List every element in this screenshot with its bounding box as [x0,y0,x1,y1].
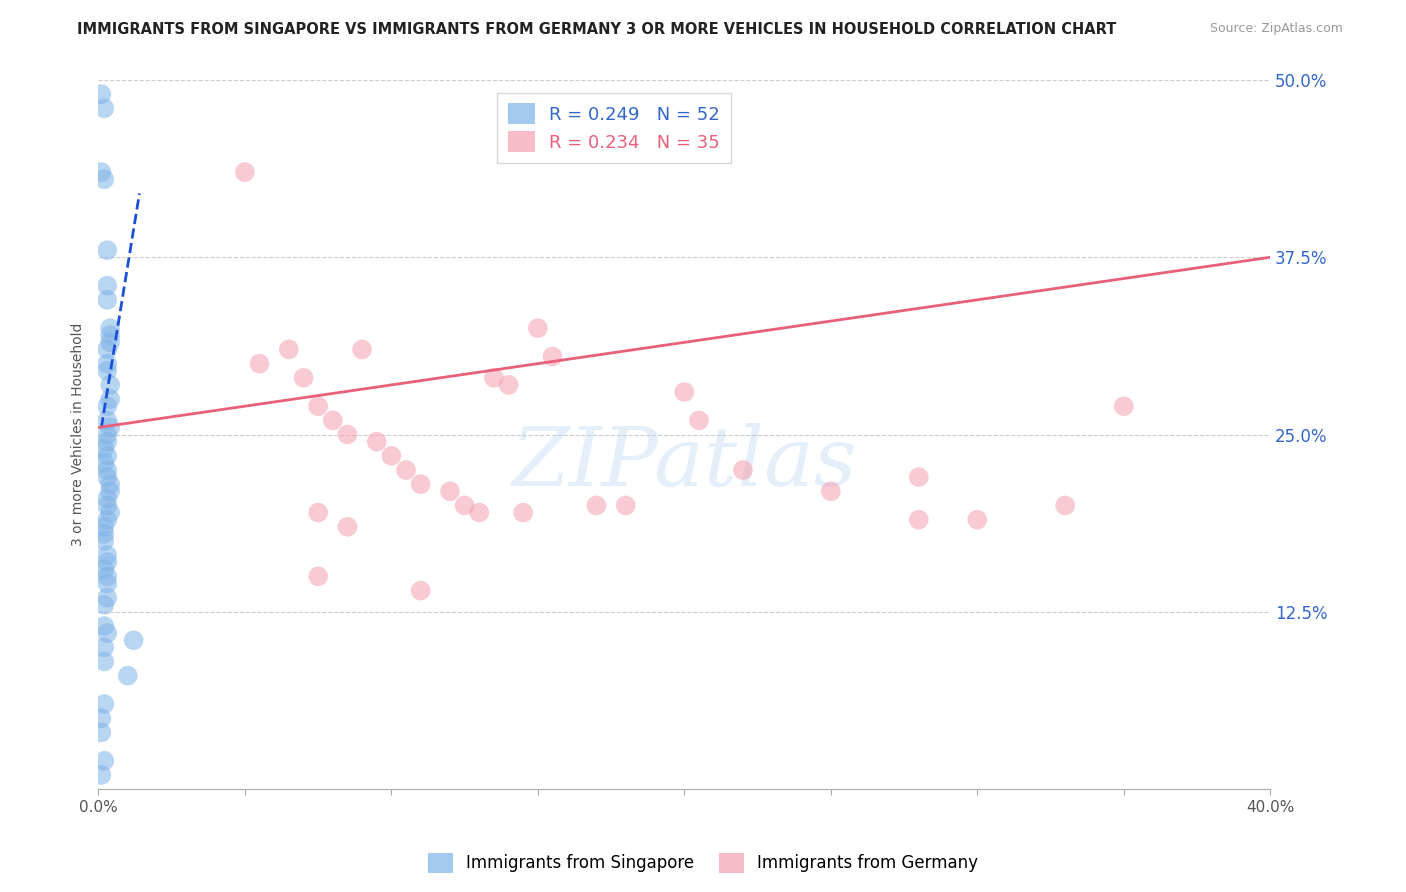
Point [366,434,388,449]
Point [98,321,121,335]
Point [352,343,374,357]
Y-axis label: 3 or more Vehicles in Household: 3 or more Vehicles in Household [72,323,86,546]
Point [96,449,118,463]
Point [96,293,118,307]
Point [117,668,139,682]
Point [93,754,115,768]
Point [468,506,491,520]
Point [93,598,115,612]
Point [93,526,115,541]
Point [96,463,118,477]
Point [380,449,402,463]
Point [907,513,929,527]
Point [336,427,359,442]
Point [96,357,118,371]
Point [307,569,329,583]
Point [233,165,256,179]
Point [93,697,115,711]
Point [90,165,112,179]
Text: ZIPatlas: ZIPatlas [512,423,858,503]
Point [907,470,929,484]
Point [688,413,710,427]
Point [96,434,118,449]
Point [439,484,461,499]
Point [98,335,121,350]
Point [1054,499,1077,513]
Point [820,484,842,499]
Point [96,569,118,583]
Point [96,399,118,413]
Point [409,583,432,598]
Point [90,768,112,782]
Point [96,555,118,569]
Point [93,520,115,534]
Point [93,172,115,186]
Point [96,626,118,640]
Point [122,633,145,648]
Point [93,562,115,576]
Point [614,499,637,513]
Point [673,384,696,399]
Point [336,520,359,534]
Point [96,413,118,427]
Point [98,420,121,434]
Point [395,463,418,477]
Point [96,576,118,591]
Point [96,591,118,605]
Point [731,463,754,477]
Point [93,640,115,655]
Point [96,427,118,442]
Point [307,399,329,413]
Legend: Immigrants from Singapore, Immigrants from Germany: Immigrants from Singapore, Immigrants fr… [420,847,986,880]
Point [322,413,344,427]
Legend: R = 0.249   N = 52, R = 0.234   N = 35: R = 0.249 N = 52, R = 0.234 N = 35 [498,93,731,163]
Point [98,506,121,520]
Point [98,328,121,343]
Point [409,477,432,491]
Point [277,343,299,357]
Point [96,243,118,257]
Point [98,392,121,406]
Point [93,655,115,669]
Point [96,470,118,484]
Point [93,456,115,470]
Point [96,548,118,562]
Point [541,350,564,364]
Point [249,357,271,371]
Point [93,619,115,633]
Point [498,378,520,392]
Point [512,506,534,520]
Point [1112,399,1135,413]
Point [93,442,115,456]
Point [453,499,475,513]
Point [527,321,550,335]
Point [96,491,118,506]
Point [307,506,329,520]
Point [482,371,505,385]
Point [90,725,112,739]
Point [585,499,607,513]
Point [96,343,118,357]
Point [96,278,118,293]
Point [96,364,118,378]
Point [93,101,115,115]
Point [98,484,121,499]
Text: IMMIGRANTS FROM SINGAPORE VS IMMIGRANTS FROM GERMANY 3 OR MORE VEHICLES IN HOUSE: IMMIGRANTS FROM SINGAPORE VS IMMIGRANTS … [77,22,1116,37]
Point [90,711,112,725]
Point [292,371,315,385]
Point [93,533,115,548]
Point [966,513,988,527]
Text: Source: ZipAtlas.com: Source: ZipAtlas.com [1209,22,1343,36]
Point [96,513,118,527]
Point [98,378,121,392]
Point [98,477,121,491]
Point [96,499,118,513]
Point [90,87,112,102]
